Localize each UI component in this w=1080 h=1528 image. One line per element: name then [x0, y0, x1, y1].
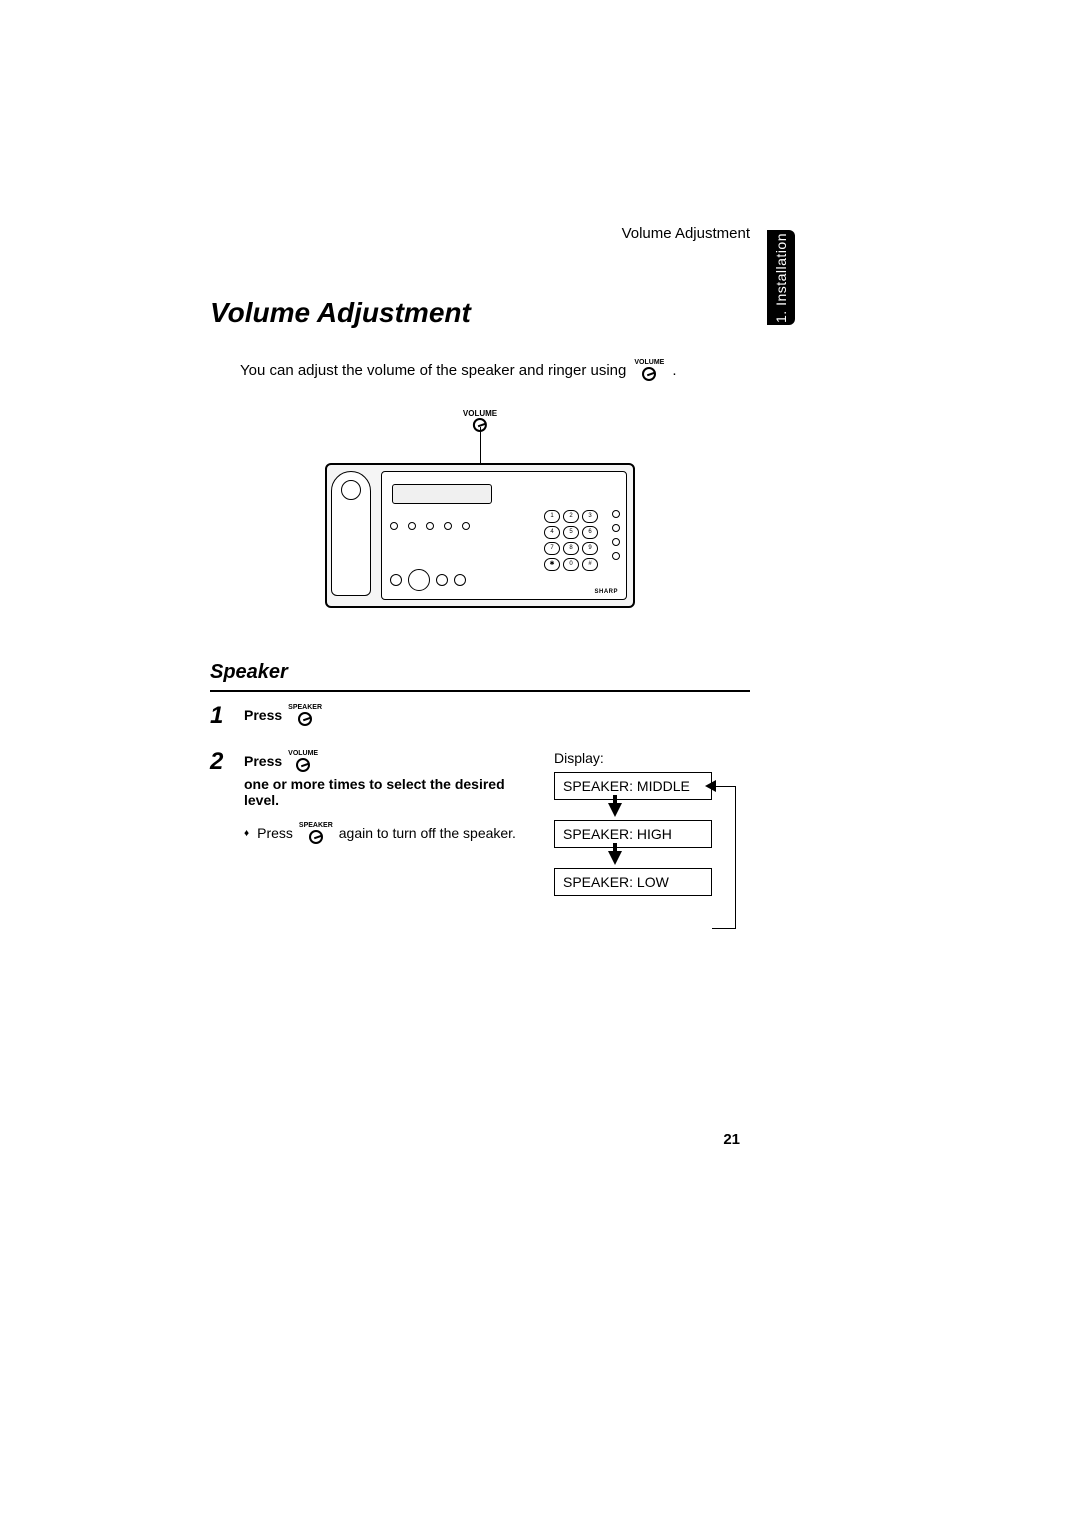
- nav-button: [454, 574, 466, 586]
- intro-text-after: .: [672, 362, 676, 379]
- content-area: 1. Installation Volume Adjustment Volume…: [210, 225, 750, 1125]
- speaker-icon-label: SPEAKER: [288, 704, 322, 711]
- function-row: [390, 522, 470, 530]
- key: 1: [544, 510, 560, 523]
- key: 6: [582, 526, 598, 539]
- display-box-high: SPEAKER: HIGH: [554, 820, 712, 848]
- key: 7: [544, 542, 560, 555]
- speaker-button-icon: SPEAKER: [299, 822, 333, 844]
- small-button: [444, 522, 452, 530]
- small-button: [390, 522, 398, 530]
- bullet-before: Press: [257, 825, 293, 841]
- display-box-low: SPEAKER: LOW: [554, 868, 712, 896]
- nav-button: [436, 574, 448, 586]
- press-label: Press: [244, 753, 282, 769]
- page-title: Volume Adjustment: [210, 297, 750, 329]
- step-line: Press VOLUME one or more times to select…: [244, 750, 534, 808]
- step-2-wrap: Press VOLUME one or more times to select…: [244, 750, 734, 896]
- knob-icon: [642, 367, 656, 381]
- volume-button-icon: VOLUME: [634, 359, 664, 381]
- speaker-button-icon: SPEAKER: [288, 704, 322, 726]
- side-buttons: [612, 510, 620, 560]
- speaker-icon-label: SPEAKER: [299, 822, 333, 829]
- volume-button-icon: VOLUME: [288, 750, 318, 772]
- side-button: [612, 510, 620, 518]
- display-column: Display: SPEAKER: MIDDLE SPEAKER: HIGH S…: [554, 750, 734, 896]
- volume-icon-label: VOLUME: [288, 750, 318, 757]
- key: 3: [582, 510, 598, 523]
- lcd-screen: [392, 484, 492, 504]
- small-button: [408, 522, 416, 530]
- arrow-down-icon: [608, 803, 622, 817]
- key: ✱: [544, 558, 560, 571]
- loop-arrow-icon: [705, 780, 716, 792]
- control-panel: 1 2 3 4 5 6 7 8 9 ✱ 0 #: [381, 471, 627, 600]
- device-illustration: VOLUME: [325, 421, 635, 611]
- section-rule: [210, 690, 750, 692]
- side-button: [612, 538, 620, 546]
- volume-callout-label: VOLUME: [463, 409, 497, 418]
- step-body: Press VOLUME one or more times to select…: [244, 750, 534, 896]
- bullet-after: again to turn off the speaker.: [339, 825, 516, 841]
- intro-text-before: You can adjust the volume of the speaker…: [240, 362, 626, 379]
- chapter-tab-label: 1. Installation: [773, 233, 789, 323]
- key: 0: [563, 558, 579, 571]
- step-body: Press SPEAKER: [244, 704, 750, 728]
- handset: [331, 471, 371, 596]
- section-title-speaker: Speaker: [210, 661, 750, 684]
- step-2: 2 Press VOLUME one or more times to sele…: [210, 750, 750, 896]
- bullet-line: Press SPEAKER again to turn off the spea…: [244, 822, 534, 844]
- loop-connector-line: [712, 786, 736, 929]
- key: 2: [563, 510, 579, 523]
- volume-icon-label: VOLUME: [634, 359, 664, 366]
- fax-device-body: 1 2 3 4 5 6 7 8 9 ✱ 0 #: [325, 463, 635, 608]
- page: 1. Installation Volume Adjustment Volume…: [0, 0, 1080, 1528]
- control-buttons: [390, 569, 466, 591]
- running-header: Volume Adjustment: [210, 225, 750, 242]
- brand-label: SHARP: [594, 589, 618, 595]
- key: 8: [563, 542, 579, 555]
- key: #: [582, 558, 598, 571]
- start-button: [408, 569, 430, 591]
- display-box-middle: SPEAKER: MIDDLE: [554, 772, 712, 800]
- knob-icon: [298, 712, 312, 726]
- key: 5: [563, 526, 579, 539]
- display-label: Display:: [554, 750, 734, 766]
- display-stack: SPEAKER: MIDDLE SPEAKER: HIGH SPEAKER: L…: [554, 772, 734, 896]
- step-number: 1: [210, 704, 232, 728]
- numeric-keypad: 1 2 3 4 5 6 7 8 9 ✱ 0 #: [544, 510, 598, 571]
- key: 9: [582, 542, 598, 555]
- knob-icon: [296, 758, 310, 772]
- key: 4: [544, 526, 560, 539]
- side-button: [612, 552, 620, 560]
- press-label: Press: [244, 707, 282, 723]
- page-number: 21: [723, 1131, 740, 1148]
- side-button: [612, 524, 620, 532]
- small-button: [462, 522, 470, 530]
- step-1: 1 Press SPEAKER: [210, 704, 750, 728]
- small-button: [426, 522, 434, 530]
- chapter-tab: 1. Installation: [767, 230, 795, 325]
- step-line: Press SPEAKER: [244, 704, 750, 726]
- intro-line: You can adjust the volume of the speaker…: [240, 359, 750, 381]
- nav-button: [390, 574, 402, 586]
- arrow-down-icon: [608, 851, 622, 865]
- step2-instructions: one or more times to select the desired …: [244, 776, 534, 808]
- knob-icon: [309, 830, 323, 844]
- step-number: 2: [210, 750, 232, 896]
